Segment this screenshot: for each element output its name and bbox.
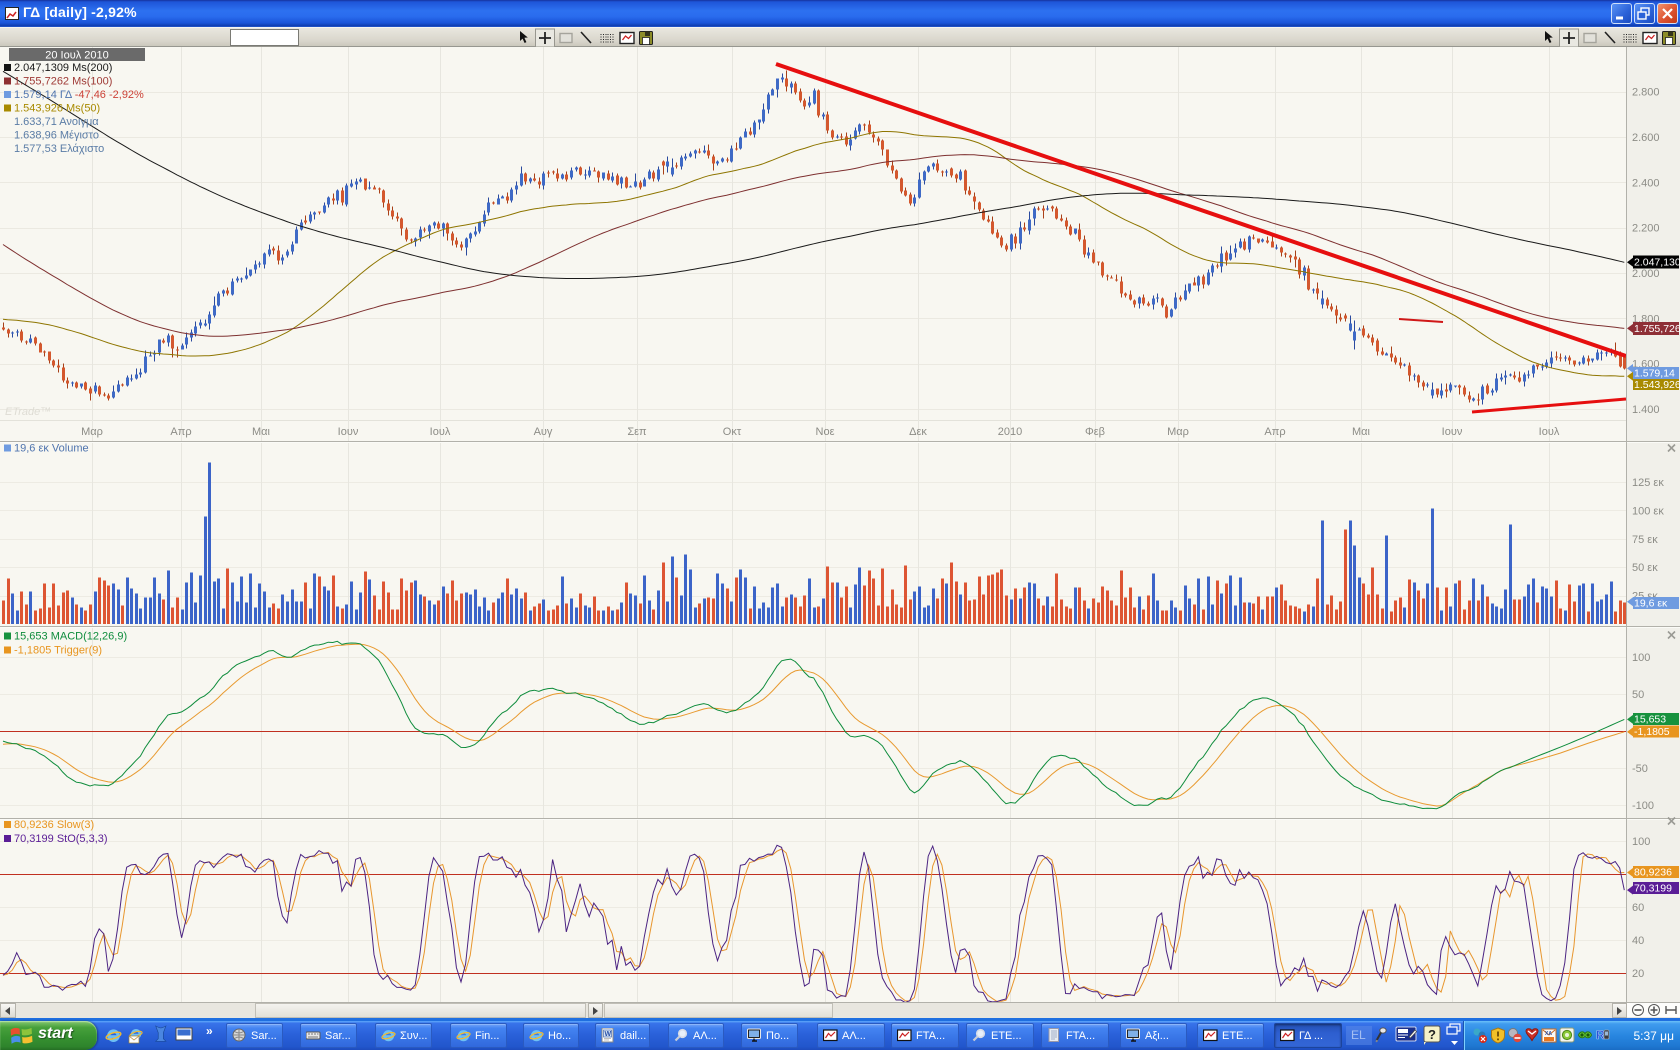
svg-text:1.400: 1.400: [1632, 404, 1660, 416]
svg-text:1.543,926 Ms(50): 1.543,926 Ms(50): [14, 103, 100, 115]
svg-text:125 εκ: 125 εκ: [1632, 477, 1664, 489]
svg-text:Ιουλ: Ιουλ: [1539, 426, 1560, 438]
svg-text:2.047,130: 2.047,130: [1634, 257, 1680, 269]
svg-text:Μαρ: Μαρ: [1167, 426, 1189, 438]
svg-text:W: W: [605, 1031, 612, 1038]
svg-text:80,9236: 80,9236: [1634, 867, 1672, 879]
svg-text:Μαρ: Μαρ: [81, 426, 103, 438]
svg-text:Οκτ: Οκτ: [723, 426, 742, 438]
svg-text:1.579,14 ΓΔ -47,46 -2,92%: 1.579,14 ΓΔ -47,46 -2,92%: [14, 89, 144, 101]
svg-text:20: 20: [1632, 968, 1644, 980]
svg-text:R: R: [1596, 1028, 1605, 1042]
svg-text:Δεκ: Δεκ: [909, 426, 927, 438]
svg-text:Σεπ: Σεπ: [627, 426, 647, 438]
svg-text:1.543,926: 1.543,926: [1634, 379, 1680, 391]
svg-text:Ιουλ: Ιουλ: [430, 426, 451, 438]
svg-text:50 εκ: 50 εκ: [1632, 562, 1658, 574]
svg-text:-1,1805: -1,1805: [1634, 726, 1670, 738]
svg-text:20 Ιουλ 2010: 20 Ιουλ 2010: [45, 50, 109, 62]
svg-text:15,653 MACD(12,26,9): 15,653 MACD(12,26,9): [14, 631, 127, 643]
svg-text:19,6 εκ Volume: 19,6 εκ Volume: [14, 443, 89, 455]
svg-text:ETrade™: ETrade™: [5, 406, 51, 418]
svg-text:50: 50: [1632, 689, 1644, 701]
svg-text:Ιουν: Ιουν: [1442, 426, 1463, 438]
svg-text:2.400: 2.400: [1632, 177, 1660, 189]
svg-text:40: 40: [1632, 935, 1644, 947]
svg-text:1.633,71 Ανοιγμα: 1.633,71 Ανοιγμα: [14, 116, 99, 128]
svg-text:2.200: 2.200: [1632, 223, 1660, 235]
svg-text:100 εκ: 100 εκ: [1632, 506, 1664, 518]
svg-text:2.000: 2.000: [1632, 268, 1660, 280]
svg-text:Απρ: Απρ: [170, 426, 191, 438]
svg-text:70,3199 StO(5,3,3): 70,3199 StO(5,3,3): [14, 833, 108, 845]
svg-text:Μαι: Μαι: [252, 426, 271, 438]
svg-text:»: »: [206, 1024, 213, 1038]
svg-text:1.579,14: 1.579,14: [1634, 368, 1675, 380]
svg-text:Νοε: Νοε: [816, 426, 835, 438]
svg-text:2.600: 2.600: [1632, 132, 1660, 144]
svg-text:100: 100: [1632, 652, 1650, 664]
svg-text:75 εκ: 75 εκ: [1632, 534, 1658, 546]
svg-text:XA: XA: [1545, 1031, 1552, 1037]
svg-text:70,3199: 70,3199: [1634, 883, 1672, 895]
svg-text:2010: 2010: [998, 426, 1022, 438]
svg-text:100: 100: [1632, 836, 1650, 848]
svg-text:1.638,96 Μέγιστο: 1.638,96 Μέγιστο: [14, 130, 99, 142]
svg-text:2.800: 2.800: [1632, 87, 1660, 99]
svg-text:1.755,7262 Ms(100): 1.755,7262 Ms(100): [14, 76, 112, 88]
svg-text:?: ?: [1428, 1027, 1436, 1042]
svg-text:Μαι: Μαι: [1352, 426, 1371, 438]
svg-text:Αυγ: Αυγ: [534, 426, 553, 438]
svg-text:80,9236 Slow(3): 80,9236 Slow(3): [14, 819, 94, 831]
svg-text:2.047,1309 Ms(200): 2.047,1309 Ms(200): [14, 62, 112, 74]
svg-text:-100: -100: [1632, 800, 1654, 812]
svg-text:-1,1805 Trigger(9): -1,1805 Trigger(9): [14, 645, 102, 657]
svg-text:60: 60: [1632, 902, 1644, 914]
svg-text:1.755,726: 1.755,726: [1634, 323, 1680, 335]
svg-text:Φεβ: Φεβ: [1085, 426, 1105, 438]
svg-text:Ιουν: Ιουν: [338, 426, 359, 438]
svg-text:15,653: 15,653: [1634, 714, 1666, 726]
svg-text:1.577,53 Ελάχιστο: 1.577,53 Ελάχιστο: [14, 143, 104, 155]
svg-text:19,6 εκ: 19,6 εκ: [1634, 598, 1668, 610]
svg-text:-50: -50: [1632, 763, 1648, 775]
svg-text:Απρ: Απρ: [1264, 426, 1285, 438]
